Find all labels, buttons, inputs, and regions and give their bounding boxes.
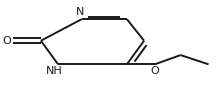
Text: N: N: [75, 7, 84, 17]
Text: O: O: [2, 36, 11, 46]
Text: O: O: [150, 66, 159, 76]
Text: NH: NH: [45, 66, 62, 76]
